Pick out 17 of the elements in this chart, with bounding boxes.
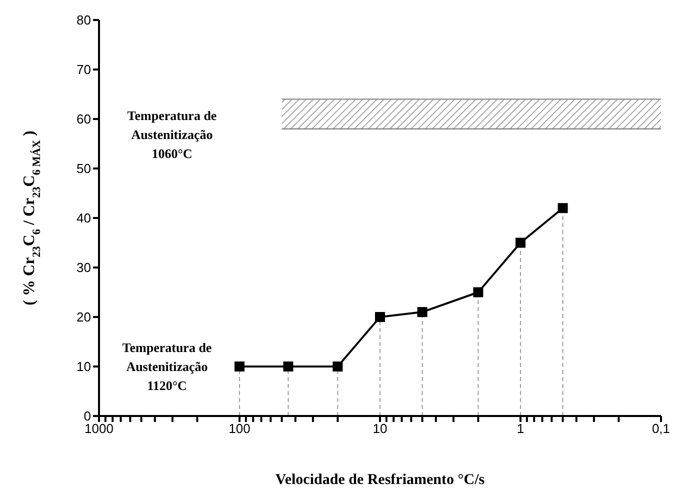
annotation: Temperatura de Austenitização 1120°C [121, 339, 213, 395]
annotation: Temperatura de Austenitização 1060°C [126, 107, 218, 163]
x-tick-label: 10 [372, 421, 388, 436]
y-tick-label: 20 [76, 310, 91, 325]
x-tick-label: 1000 [84, 421, 114, 436]
y-tick-label: 70 [76, 62, 91, 78]
y-tick-label: 30 [76, 260, 91, 276]
x-axis-title: Velocidade de Resfriamento °C/s [275, 472, 485, 488]
x-tick-label: 0,1 [652, 421, 670, 436]
x-tick-label: 100 [228, 421, 250, 436]
y-tick-label: 10 [76, 359, 91, 374]
x-tick-label: 1 [516, 421, 524, 436]
y-tick-label: 50 [76, 161, 91, 176]
y-tick-label: 0 [84, 408, 91, 424]
y-tick-label: 80 [76, 12, 91, 28]
y-tick-label: 60 [76, 112, 91, 127]
y-tick-label: 40 [76, 210, 91, 226]
